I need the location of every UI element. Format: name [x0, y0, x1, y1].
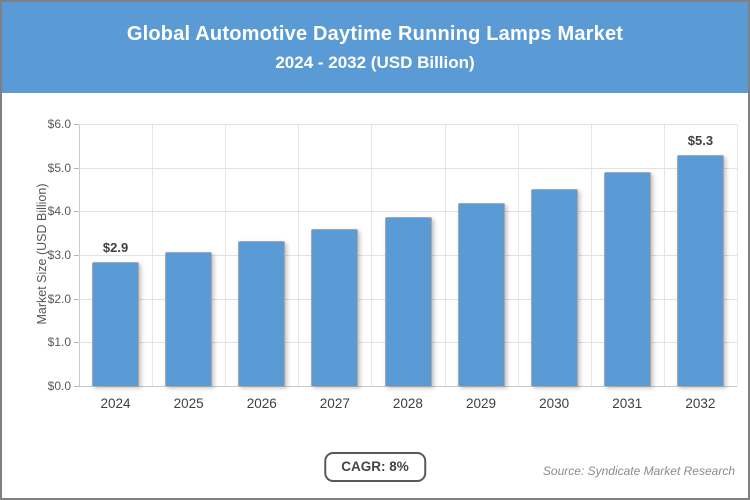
y-tick-mark: [74, 386, 79, 387]
y-tick-mark: [74, 124, 79, 125]
y-tick-label: $2.0: [47, 291, 71, 306]
bar-2026: [238, 241, 286, 386]
vertical-gridline: [737, 124, 738, 386]
bar-2027: [311, 229, 359, 386]
y-tick-mark: [74, 211, 79, 213]
y-tick-label: $1.0: [47, 335, 71, 350]
chart-title: Global Automotive Daytime Running Lamps …: [126, 22, 624, 45]
chart-header: Global Automotive Daytime Running Lamps …: [2, 2, 748, 93]
y-tick-mark: [74, 255, 79, 256]
x-tick-label: 2031: [612, 396, 643, 411]
y-tick-mark: [74, 298, 79, 300]
x-tick-label: 2025: [173, 396, 204, 411]
x-tick-label: 2028: [392, 396, 423, 411]
y-tick-label: $5.0: [47, 160, 71, 175]
horizontal-gridline: [79, 167, 737, 169]
bar-2031: [603, 172, 651, 386]
bar-value-label: $2.9: [102, 239, 129, 255]
chart-subtitle: 2024 - 2032 (USD Billion): [275, 52, 475, 72]
bar-2032: [676, 155, 724, 386]
x-tick-label: 2026: [246, 396, 277, 411]
y-tick-label: $0.0: [47, 379, 71, 393]
horizontal-gridline: [79, 211, 737, 213]
bar-2024: [92, 261, 140, 386]
x-tick-label: 2027: [319, 396, 350, 411]
y-tick-label: $4.0: [47, 204, 71, 219]
source-attribution: Source: Syndicate Market Research: [542, 464, 735, 478]
bar-value-label: $5.3: [687, 133, 714, 149]
y-tick-label: $6.0: [47, 117, 71, 131]
x-axis-line: [79, 386, 737, 387]
y-tick-label: $3.0: [47, 248, 71, 262]
bar-2030: [530, 188, 578, 386]
x-tick-label: 2029: [466, 396, 497, 411]
bar-2028: [384, 216, 432, 386]
bar-2029: [457, 203, 505, 386]
x-tick-label: 2032: [685, 396, 716, 411]
cagr-badge: CAGR: 8%: [324, 452, 426, 482]
horizontal-gridline: [79, 124, 737, 125]
y-tick-mark: [74, 167, 79, 169]
x-tick-label: 2024: [100, 396, 131, 411]
y-tick-mark: [74, 342, 79, 344]
x-tick-label: 2030: [539, 396, 570, 411]
plot-area: $0.0 $1.0 $2.0 $3.0 $4.0 $5.0 $6.0 $2.9 2024 2025…: [48, 117, 738, 411]
bar-2025: [165, 251, 213, 386]
